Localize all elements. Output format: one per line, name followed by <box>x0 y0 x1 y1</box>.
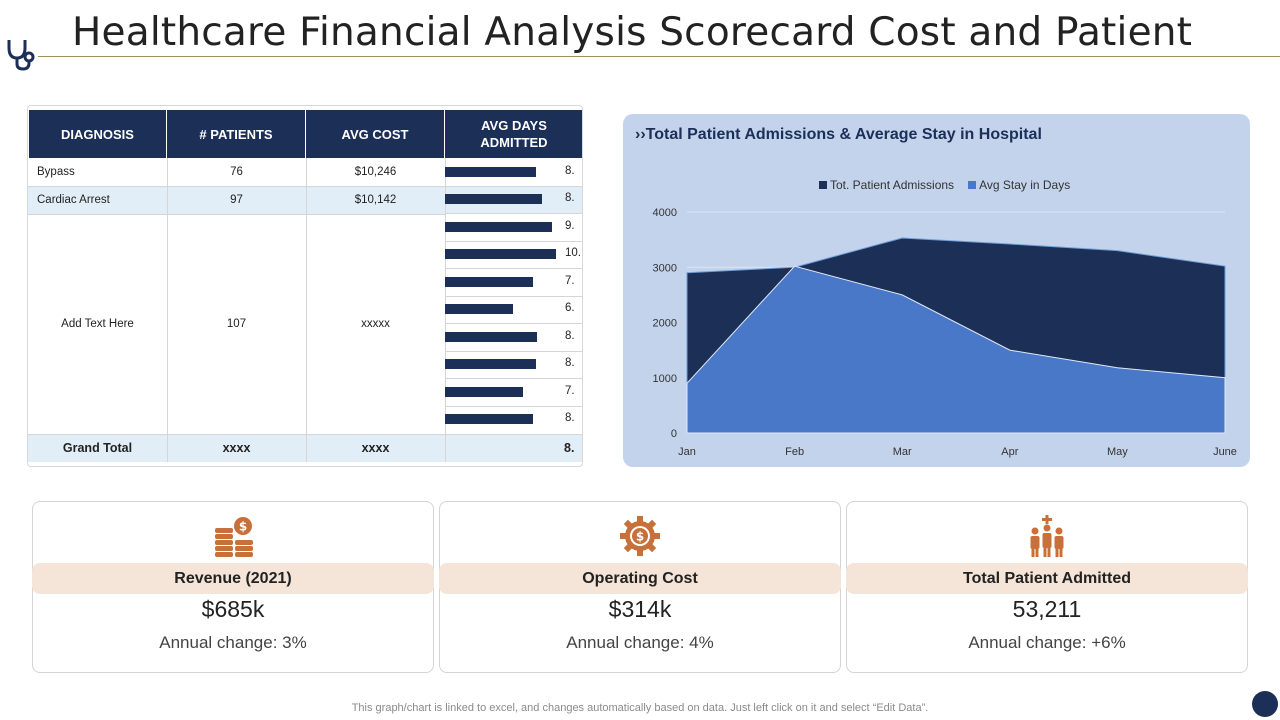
header-patients: # PATIENTS <box>167 110 306 158</box>
card-title: Revenue (2021) <box>32 563 434 594</box>
kpi-card-patients: Total Patient Admitted 53,211 Annual cha… <box>846 501 1248 673</box>
avg-days-bar <box>445 304 513 315</box>
cell-diagnosis: Add Text Here <box>61 318 134 330</box>
cell-avg-cost: $10,246 <box>354 166 397 178</box>
avg-days-label: 7. <box>565 384 575 397</box>
x-tick-label: Jan <box>678 446 696 458</box>
x-tick-label: Apr <box>1001 446 1018 458</box>
card-change: Annual change: 4% <box>566 633 714 652</box>
legend-swatch-avg-stay <box>968 181 977 189</box>
page-title: Healthcare Financial Analysis Scorecard … <box>72 10 1193 55</box>
avg-days-bar <box>445 221 552 232</box>
stethoscope-icon <box>7 40 35 71</box>
page-indicator <box>1252 691 1278 717</box>
title-divider <box>38 56 1280 57</box>
header-diagnosis: DIAGNOSIS <box>29 110 167 158</box>
grid-line <box>28 214 445 215</box>
grid-line <box>445 295 582 297</box>
grid-line <box>445 240 582 242</box>
kpi-card-operating-cost: $ Operating Cost $314k Annual change: 4% <box>439 501 841 673</box>
x-tick-label: Feb <box>785 446 804 458</box>
diagnosis-table: DIAGNOSIS # PATIENTS AVG COST AVG DAYS A… <box>27 105 583 467</box>
footnote: This graph/chart is linked to excel, and… <box>351 702 929 714</box>
avg-days-bar <box>445 359 537 370</box>
cell-patients: 97 <box>230 194 243 206</box>
avg-days-label: 10. <box>565 247 581 260</box>
cell-diagnosis: Bypass <box>37 166 75 178</box>
y-tick-label: 4000 <box>653 207 677 219</box>
coins-dollar-icon: $ <box>215 517 253 557</box>
avg-days-label: 7. <box>565 274 575 287</box>
grand-total-avg-cost: xxxx <box>361 441 390 455</box>
card-title: Operating Cost <box>439 563 841 594</box>
avg-days-label: 9. <box>565 219 575 232</box>
gear-dollar-icon: $ <box>620 516 660 556</box>
avg-days-bar <box>445 166 537 177</box>
card-title: Total Patient Admitted <box>846 563 1248 594</box>
card-value: $314k <box>608 596 672 622</box>
avg-days-label: 8. <box>565 357 575 370</box>
cell-avg-cost: xxxxx <box>361 318 390 330</box>
y-tick-label: 2000 <box>653 318 677 330</box>
admissions-chart: ››Total Patient Admissions & Average Sta… <box>623 114 1250 467</box>
series-area-avg-stay <box>686 265 1226 434</box>
avg-days-bar <box>445 414 533 425</box>
avg-days-label: 8. <box>565 329 575 342</box>
svg-text:$: $ <box>239 520 247 534</box>
y-tick-label: 0 <box>671 428 677 440</box>
grid-line <box>445 323 582 324</box>
svg-text:$: $ <box>636 530 644 544</box>
cell-avg-cost: $10,142 <box>354 194 397 206</box>
row-shade-total <box>28 434 582 462</box>
card-change: Annual change: +6% <box>968 633 1126 652</box>
avg-days-bar <box>445 249 556 260</box>
grid-line <box>445 350 582 352</box>
x-tick-label: June <box>1213 446 1237 458</box>
patients-group-icon <box>1030 515 1064 557</box>
grid-line <box>445 213 582 214</box>
x-tick-label: Mar <box>893 446 912 458</box>
grid-line <box>445 405 582 407</box>
grid-line <box>445 268 582 269</box>
avg-days-bar <box>445 386 523 397</box>
header-avg-cost: AVG COST <box>306 110 445 158</box>
card-change: Annual change: 3% <box>159 633 307 652</box>
avg-days-label: 8. <box>565 192 575 205</box>
grid-line <box>445 185 582 187</box>
chart-title: ››Total Patient Admissions & Average Sta… <box>635 126 1042 143</box>
legend-item-avg-stay: Avg Stay in Days <box>968 178 1070 192</box>
card-value: $685k <box>201 596 265 622</box>
kpi-card-revenue: $ Revenue (2021) $685k Annual change: 3% <box>32 501 434 673</box>
grand-total-label: Grand Total <box>62 441 133 455</box>
avg-days-label: 8. <box>565 164 575 177</box>
chart-canvas: 0 1000 2000 3000 4000 Jan Feb Mar Apr May June <box>653 207 1237 458</box>
legend-swatch-admissions <box>819 181 827 189</box>
cell-patients: 76 <box>230 166 243 178</box>
legend-item-admissions: Tot. Patient Admissions <box>819 178 954 192</box>
avg-days-bar <box>445 276 533 287</box>
cell-diagnosis: Cardiac Arrest <box>37 194 110 206</box>
cell-patients: 107 <box>226 318 247 330</box>
chart-legend: Tot. Patient Admissions Avg Stay in Days <box>819 178 1070 192</box>
grand-total-avg-days: 8. <box>564 441 575 455</box>
grid-line <box>445 378 582 379</box>
avg-days-bar <box>445 331 538 342</box>
header-avg-days: AVG DAYS ADMITTED <box>445 110 582 158</box>
avg-days-bar <box>445 194 542 205</box>
grand-total-patients: xxxx <box>222 441 251 455</box>
avg-days-label: 8. <box>565 412 575 425</box>
y-tick-label: 3000 <box>653 262 677 274</box>
grid-line <box>28 186 445 187</box>
grid-line <box>167 158 168 462</box>
grid-line <box>28 434 582 435</box>
x-tick-label: May <box>1107 446 1128 458</box>
y-tick-label: 1000 <box>653 373 677 385</box>
card-value: 53,211 <box>1012 596 1082 622</box>
avg-days-label: 6. <box>565 302 575 315</box>
grid-line <box>306 158 307 462</box>
